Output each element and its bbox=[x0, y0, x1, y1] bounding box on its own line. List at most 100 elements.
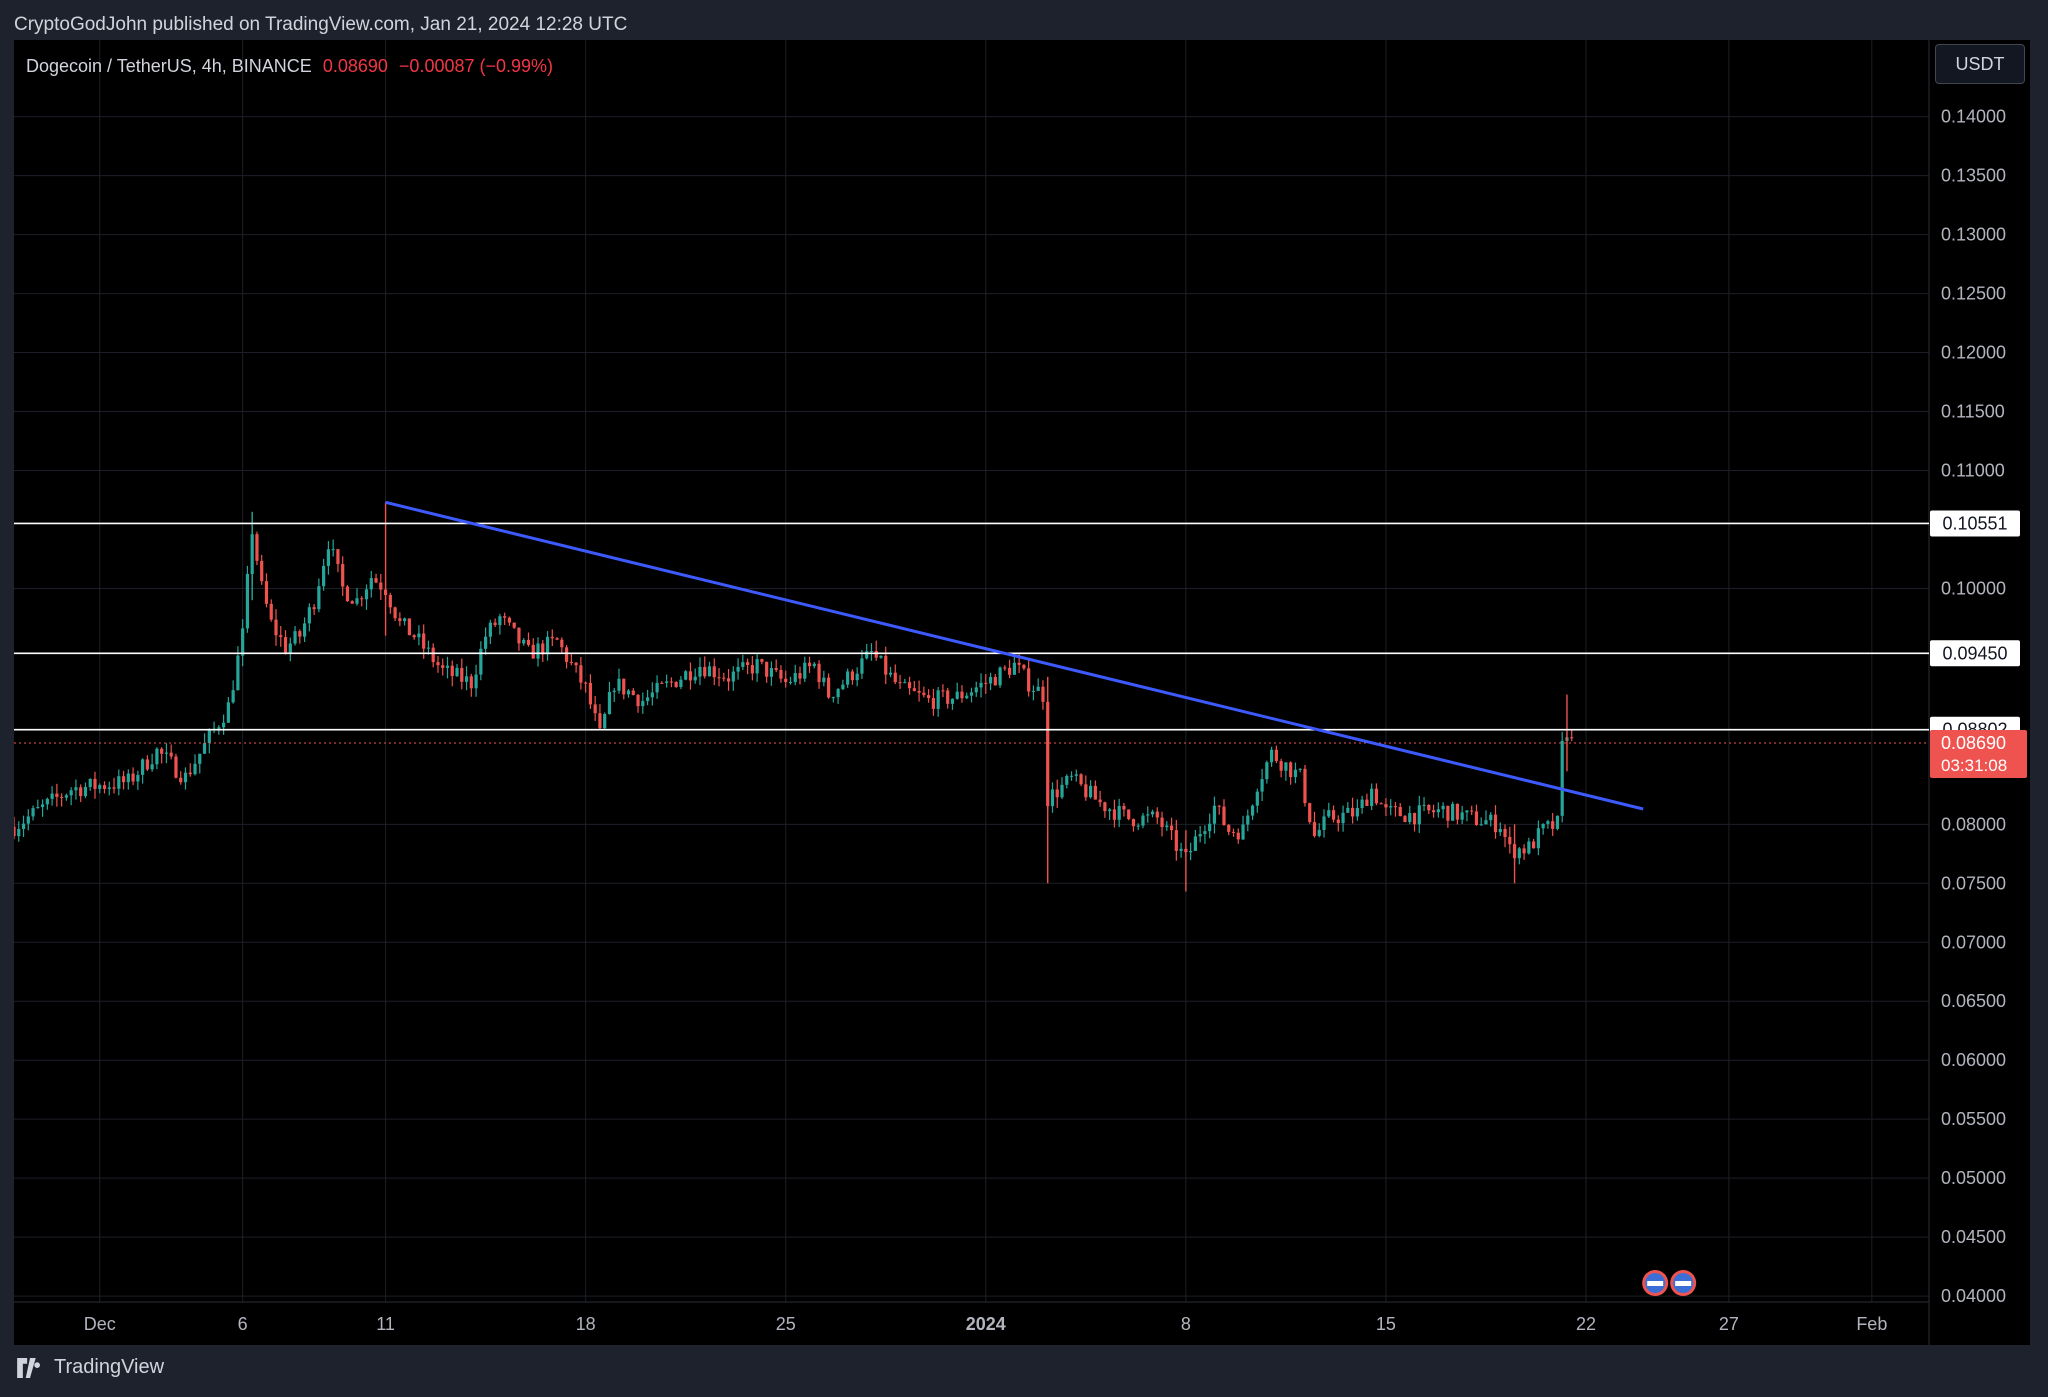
candle-body bbox=[160, 748, 164, 754]
currency-button[interactable]: USDT bbox=[1935, 44, 2025, 84]
candle-body bbox=[1555, 815, 1560, 829]
candle-body bbox=[1393, 806, 1398, 808]
candle-body bbox=[245, 573, 250, 629]
candle-body bbox=[1317, 829, 1321, 836]
candle-body bbox=[79, 787, 83, 797]
candle-body bbox=[1246, 815, 1250, 825]
candle-body bbox=[1270, 749, 1274, 763]
candle-body bbox=[1069, 775, 1074, 777]
candle-body bbox=[36, 807, 40, 809]
candle-body bbox=[1160, 817, 1164, 828]
candle-body bbox=[965, 695, 969, 699]
candle-body bbox=[564, 647, 569, 662]
candle-body bbox=[345, 586, 350, 602]
candle-body bbox=[884, 655, 888, 675]
candle-body bbox=[760, 659, 764, 662]
candle-body bbox=[750, 665, 754, 674]
chart-area[interactable]: 0.14000 0.13500 0.13000 0.12500 0.12000 0.115… bbox=[14, 40, 2030, 1345]
candle-body bbox=[612, 690, 616, 693]
publisher-caption: CryptoGodJohn published on TradingView.c… bbox=[14, 14, 628, 35]
candle-body bbox=[450, 665, 454, 677]
price-tick-label: 0.10000 bbox=[1941, 578, 2006, 598]
candle-body bbox=[102, 785, 107, 789]
candle-body bbox=[207, 730, 211, 744]
candle-body bbox=[855, 673, 859, 681]
candle-body bbox=[560, 639, 564, 648]
candle-body bbox=[665, 681, 669, 683]
candle-body bbox=[517, 627, 521, 644]
candle-body bbox=[479, 648, 483, 675]
candle-body bbox=[569, 661, 573, 663]
candle-body bbox=[255, 534, 259, 561]
candle-body bbox=[1522, 848, 1526, 854]
candle-body bbox=[1212, 805, 1217, 824]
candle-body bbox=[1403, 816, 1407, 822]
candle-body bbox=[64, 795, 69, 798]
candle-body bbox=[403, 618, 407, 622]
candle-body bbox=[841, 684, 845, 690]
candle-body bbox=[679, 679, 683, 687]
time-tick-label: 18 bbox=[576, 1314, 596, 1334]
candle-body bbox=[931, 698, 935, 709]
candle-body bbox=[1384, 804, 1388, 808]
candle-body bbox=[641, 701, 645, 707]
candle-body bbox=[1279, 761, 1283, 771]
candle-body bbox=[83, 787, 88, 797]
candle-body bbox=[1231, 831, 1236, 833]
candle-body bbox=[312, 607, 316, 610]
tradingview-logo-icon bbox=[17, 1357, 40, 1378]
candle-body bbox=[93, 778, 97, 789]
candle-body bbox=[636, 694, 640, 707]
candle-body bbox=[1546, 821, 1550, 824]
time-tick-label: 25 bbox=[776, 1314, 796, 1334]
candle-body bbox=[1551, 821, 1555, 829]
candle-body bbox=[1079, 774, 1083, 785]
candle-body bbox=[1560, 740, 1564, 816]
candle-body bbox=[1103, 802, 1107, 812]
candle-body bbox=[1336, 819, 1340, 824]
price-chart[interactable]: 0.14000 0.13500 0.13000 0.12500 0.12000 0.115… bbox=[14, 40, 2030, 1345]
tradingview-footer[interactable]: TradingView bbox=[14, 1356, 164, 1379]
candle-body bbox=[1117, 805, 1121, 820]
candle-body bbox=[826, 677, 831, 698]
price-tick-label: 0.05500 bbox=[1941, 1109, 2006, 1129]
candle-body bbox=[441, 665, 445, 668]
legend-price: 0.08690 bbox=[322, 56, 388, 76]
candle-body bbox=[1484, 820, 1488, 825]
candle-body bbox=[269, 603, 273, 620]
candle-body bbox=[1365, 799, 1369, 806]
candle-body bbox=[1179, 848, 1183, 851]
candle-body bbox=[784, 678, 788, 683]
candle-body bbox=[1284, 762, 1288, 771]
candle-body bbox=[545, 636, 550, 655]
candle-body bbox=[350, 601, 354, 604]
candle-body bbox=[98, 785, 102, 789]
candle-body bbox=[860, 658, 864, 674]
candle-body bbox=[950, 698, 955, 704]
candle-body bbox=[698, 666, 702, 677]
candle-body bbox=[217, 727, 221, 729]
candle-body bbox=[1174, 830, 1178, 851]
candle-body bbox=[236, 655, 240, 691]
candle-body bbox=[1474, 811, 1479, 825]
candle-body bbox=[1074, 774, 1078, 776]
candle-body bbox=[322, 565, 326, 587]
candle-body bbox=[1308, 803, 1312, 823]
candle-body bbox=[455, 667, 459, 677]
candle-body bbox=[1370, 788, 1374, 806]
candle-body bbox=[726, 678, 731, 682]
candle-body bbox=[817, 663, 821, 683]
candle-body bbox=[17, 829, 21, 837]
candle-body bbox=[88, 778, 92, 788]
us-flag-stripe bbox=[1647, 1281, 1664, 1286]
time-tick-label: 27 bbox=[1719, 1314, 1739, 1334]
candle-body bbox=[369, 578, 373, 590]
candle-body bbox=[941, 690, 945, 692]
candle-body bbox=[169, 752, 173, 757]
candle-body bbox=[1022, 664, 1026, 669]
candle-body bbox=[188, 772, 192, 775]
candle-body bbox=[531, 644, 535, 659]
candle-body bbox=[1222, 806, 1226, 825]
candle-body bbox=[464, 676, 469, 682]
candle-body bbox=[164, 752, 169, 754]
